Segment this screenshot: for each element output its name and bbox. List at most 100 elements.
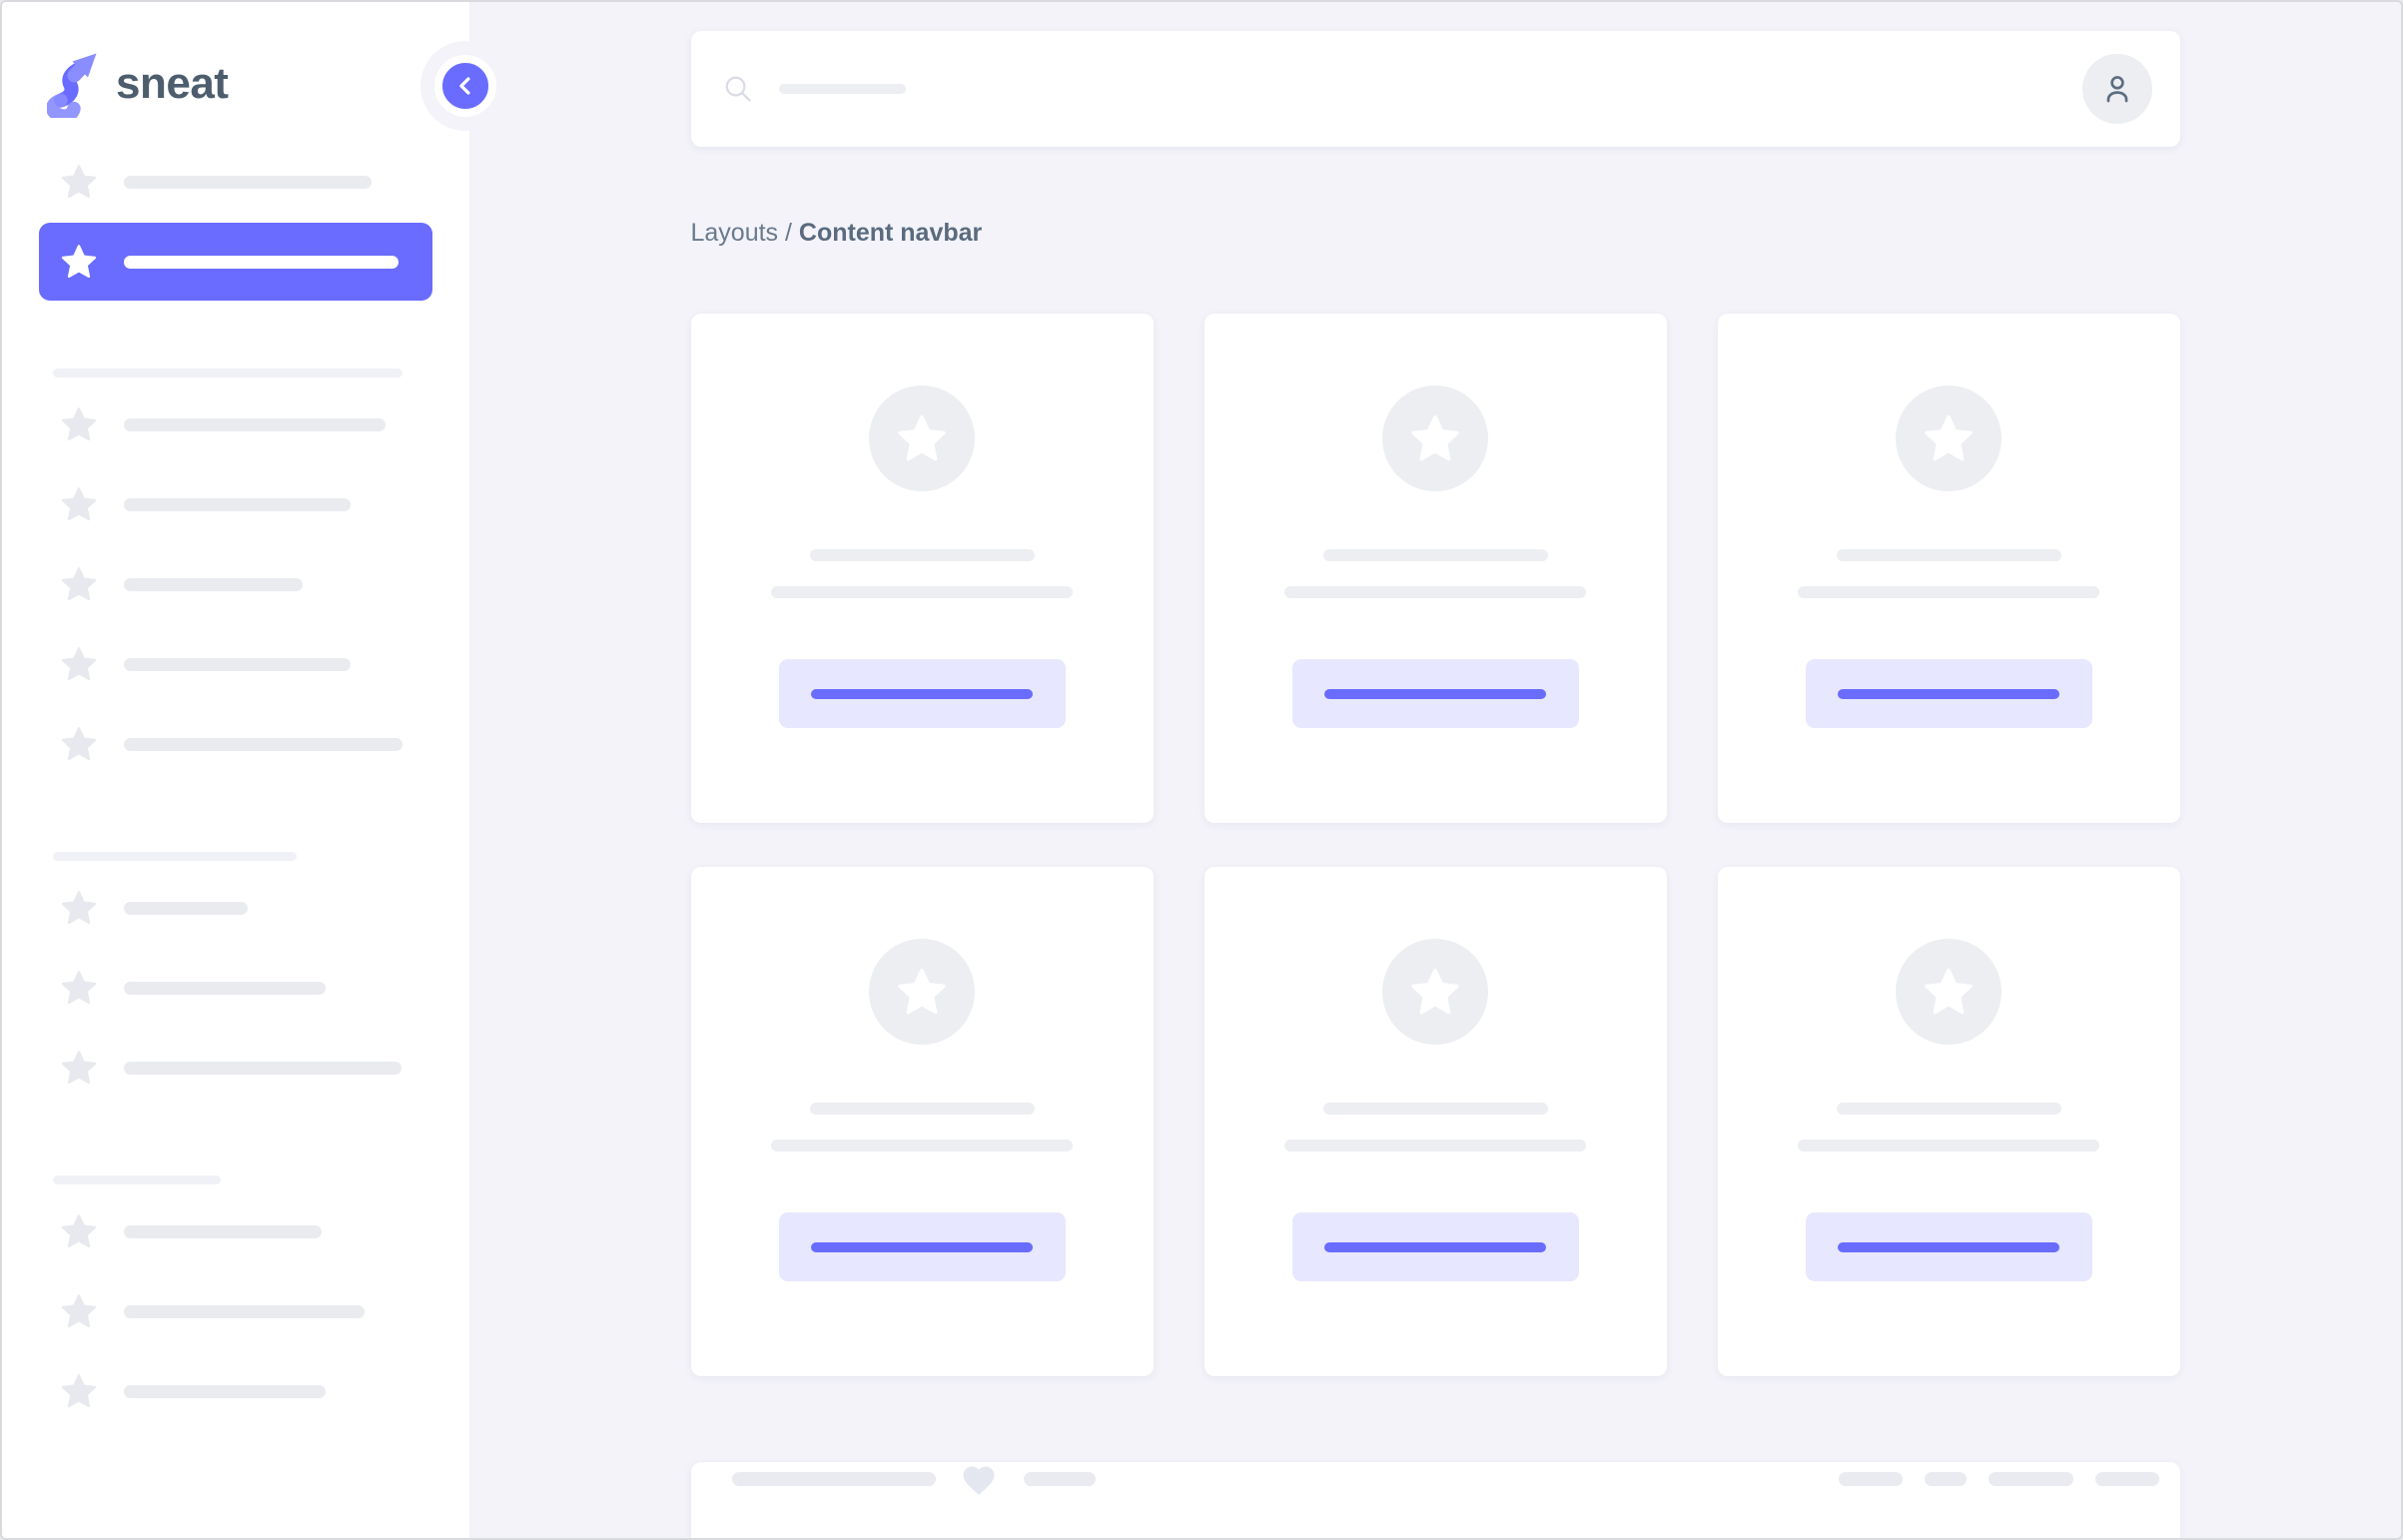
sidebar-item[interactable] <box>2 1028 469 1108</box>
placeholder-card <box>1203 314 1667 823</box>
top-navbar <box>690 31 2180 147</box>
star-icon <box>61 971 97 1005</box>
brand-name: sneat <box>116 58 229 108</box>
footer-content <box>691 1462 2180 1496</box>
card-title-skeleton <box>809 1103 1035 1115</box>
star-icon <box>61 1214 97 1248</box>
user-avatar-button[interactable] <box>2081 54 2152 124</box>
star-icon <box>898 414 946 461</box>
breadcrumb-separator: / <box>778 219 799 247</box>
card-image-placeholder <box>1382 939 1488 1045</box>
sidebar-collapse-button[interactable] <box>434 55 496 117</box>
card-action-button[interactable] <box>1805 1212 2092 1281</box>
sidebar-item[interactable] <box>2 868 469 948</box>
sidebar-item-skeleton <box>124 1384 326 1398</box>
star-icon <box>61 727 97 761</box>
button-label-skeleton <box>811 688 1033 699</box>
card-action-button[interactable] <box>778 659 1066 728</box>
sidebar-item-skeleton <box>124 255 399 269</box>
sidebar-item-skeleton <box>124 901 248 915</box>
sidebar-toggle-halo <box>420 41 510 131</box>
sidebar-item-skeleton <box>124 737 402 751</box>
button-label-skeleton <box>1838 688 2059 699</box>
card-image-placeholder <box>869 939 975 1045</box>
sidebar-item[interactable] <box>2 624 469 704</box>
star-icon <box>61 245 97 279</box>
breadcrumb-section[interactable]: Layouts <box>690 219 779 247</box>
placeholder-card <box>690 314 1154 823</box>
button-label-skeleton <box>1838 1241 2059 1252</box>
star-icon <box>1411 968 1459 1015</box>
sidebar-section-divider <box>53 852 297 861</box>
star-icon <box>61 1294 97 1328</box>
sidebar-item[interactable] <box>2 385 469 464</box>
card-action-button[interactable] <box>778 1212 1066 1281</box>
footer <box>690 1462 2180 1538</box>
card-title-skeleton <box>1836 549 2061 561</box>
star-icon <box>898 968 946 1015</box>
star-icon <box>61 891 97 925</box>
sidebar: sneat <box>2 2 469 1538</box>
search-input[interactable] <box>722 73 2082 105</box>
footer-links <box>1838 1472 2159 1486</box>
footer-link-skeleton <box>1838 1472 1903 1486</box>
star-icon <box>61 407 97 441</box>
sidebar-item[interactable] <box>2 464 469 544</box>
star-icon <box>61 567 97 601</box>
card-title-skeleton <box>809 549 1035 561</box>
search-placeholder-skeleton <box>778 84 906 94</box>
sidebar-item[interactable] <box>2 704 469 784</box>
sidebar-item[interactable] <box>2 142 469 222</box>
sidebar-item[interactable] <box>2 1191 469 1271</box>
sidebar-item-skeleton <box>124 657 351 671</box>
sidebar-item[interactable] <box>2 1351 469 1431</box>
card-text-skeleton <box>1284 1140 1586 1152</box>
placeholder-card <box>690 867 1154 1376</box>
card-grid <box>690 314 2180 1376</box>
card-text-skeleton <box>771 586 1073 598</box>
star-icon <box>1925 968 1973 1015</box>
sidebar-item[interactable] <box>2 948 469 1028</box>
star-icon <box>61 165 97 199</box>
footer-link-skeleton <box>1988 1472 2073 1486</box>
card-text-skeleton <box>771 1140 1073 1152</box>
sidebar-item-skeleton <box>124 1304 365 1318</box>
button-label-skeleton <box>811 1241 1033 1252</box>
star-icon <box>1925 414 1973 461</box>
footer-text-skeleton <box>731 1472 936 1486</box>
star-icon <box>1411 414 1459 461</box>
button-label-skeleton <box>1324 688 1546 699</box>
star-icon <box>61 1051 97 1085</box>
heart-icon <box>963 1466 994 1495</box>
sidebar-item-skeleton <box>124 175 372 189</box>
sidebar-item-skeleton <box>124 981 326 995</box>
card-action-button[interactable] <box>1291 1212 1579 1281</box>
sidebar-item-active[interactable] <box>39 223 432 301</box>
placeholder-card <box>1203 867 1667 1376</box>
sidebar-item-skeleton <box>124 577 303 591</box>
card-image-placeholder <box>1896 939 2002 1045</box>
star-icon <box>61 1374 97 1408</box>
sidebar-item-skeleton <box>124 1224 322 1238</box>
breadcrumb-current: Content navbar <box>798 219 983 247</box>
card-image-placeholder <box>869 385 975 491</box>
sidebar-item[interactable] <box>2 1271 469 1351</box>
card-title-skeleton <box>1322 549 1548 561</box>
card-text-skeleton <box>1798 1140 2099 1152</box>
breadcrumb: Layouts / Content navbar <box>691 217 2180 249</box>
footer-link-skeleton <box>2094 1472 2159 1486</box>
content-area: Layouts / Content navbar <box>469 2 2401 1538</box>
star-icon <box>61 647 97 681</box>
brand-logo[interactable]: sneat <box>47 48 469 118</box>
card-action-button[interactable] <box>1291 659 1579 728</box>
card-action-button[interactable] <box>1805 659 2092 728</box>
sidebar-item[interactable] <box>2 544 469 624</box>
card-title-skeleton <box>1836 1103 2061 1115</box>
sidebar-item-skeleton <box>124 497 351 511</box>
footer-link-skeleton <box>1924 1472 1967 1486</box>
card-image-placeholder <box>1896 385 2002 491</box>
card-text-skeleton <box>1798 586 2099 598</box>
placeholder-card <box>1717 314 2180 823</box>
sidebar-section-divider <box>53 1175 221 1184</box>
